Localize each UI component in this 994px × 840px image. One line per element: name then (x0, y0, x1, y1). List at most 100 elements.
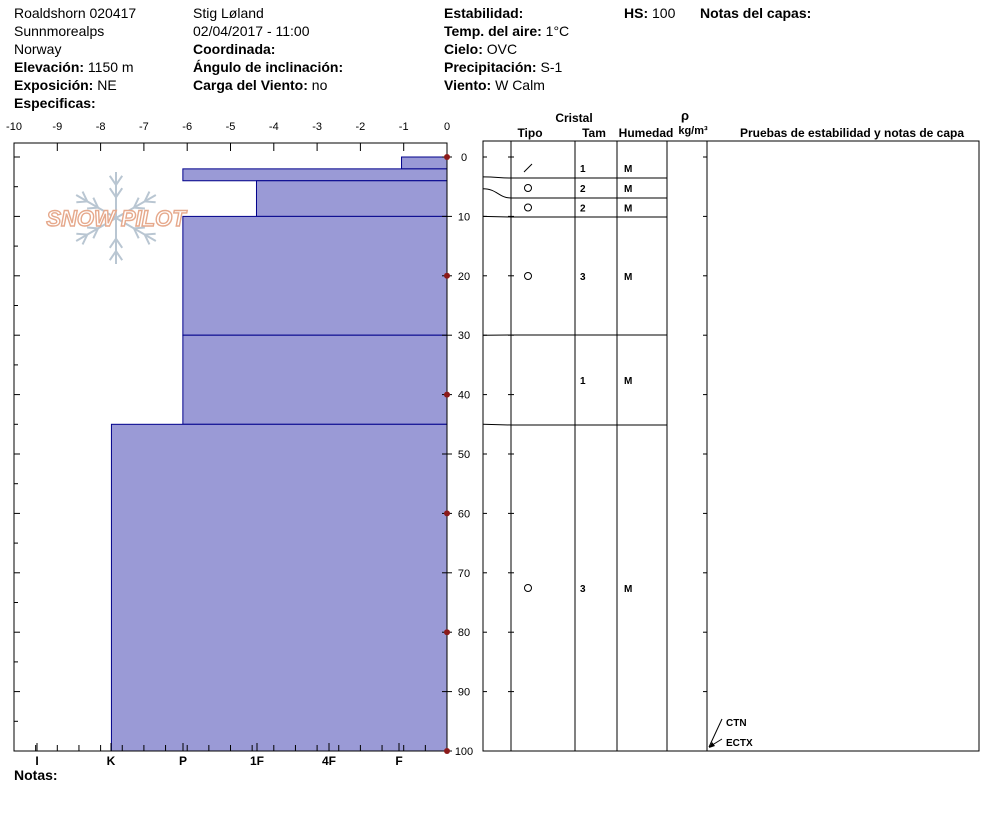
header-rho: ρ (681, 108, 689, 123)
layer-size: 2 (580, 204, 586, 215)
layer-moisture: M (624, 204, 632, 215)
site-name: Roaldshorn 020417 (14, 5, 137, 21)
depth-tick-label: 20 (458, 271, 470, 283)
wind-load-row: Carga del Viento: no (193, 76, 327, 94)
notes-label: Notas: (14, 767, 58, 783)
hardness-block-4 (182, 334, 448, 425)
temp-tick-label: -5 (226, 121, 236, 133)
layer-size: 1 (580, 376, 586, 387)
layer-connector (482, 176, 512, 179)
layer-size: 1 (580, 164, 586, 175)
wind-load-value: no (311, 77, 328, 93)
layer-size: 3 (580, 584, 586, 595)
hs-label: HS: (624, 5, 649, 21)
grain-round-icon (524, 203, 532, 212)
slope-label: Ángulo de inclinación: (193, 59, 344, 75)
hardness-block-1 (182, 168, 448, 182)
grain-round-icon (524, 184, 532, 192)
wind-value: W Calm (495, 77, 545, 93)
temp-tick-label: -1 (399, 121, 409, 133)
header-size: Tam (582, 126, 606, 140)
depth-tick-label: 40 (458, 390, 470, 402)
stability-row: Estabilidad: (444, 4, 523, 22)
depth-tick-label: 60 (458, 508, 470, 520)
air-temp-row: Temp. del aire: 1°C (444, 22, 569, 40)
datetime: 02/04/2017 - 11:00 (193, 23, 310, 39)
aspect-value: NE (97, 77, 117, 93)
temp-tick-label: -9 (52, 121, 62, 133)
stability-label: Estabilidad: (444, 5, 524, 21)
elevation-row: Elevación: 1150 m (14, 58, 134, 76)
temp-tick-label: -6 (182, 121, 192, 133)
header-moisture: Humedad (619, 126, 674, 140)
hardness-tick-label: P (179, 754, 187, 768)
test-arrow-icon (709, 742, 715, 748)
elevation-label: Elevación: (14, 59, 85, 75)
layer-size: 2 (580, 184, 586, 195)
hs-value: 100 (652, 5, 676, 21)
precip-label: Precipitación: (444, 59, 537, 75)
header-tests: Pruebas de estabilidad y notas de capa (740, 126, 964, 140)
coords-label: Coordinada: (193, 41, 276, 57)
layer-moisture: M (624, 376, 632, 387)
layer-moisture: M (624, 164, 632, 175)
header-density-unit: kg/m³ (678, 125, 708, 137)
layer-notes-label: Notas del capas: (700, 5, 812, 21)
mountain-range: Sunnmorealps (14, 23, 105, 39)
precip-value: S-1 (540, 59, 563, 75)
grain-slash-icon (523, 163, 533, 173)
hardness-block-5 (110, 423, 448, 752)
temp-tick-label: -2 (356, 121, 366, 133)
country: Norway (14, 41, 62, 57)
header-type: Tipo (517, 126, 542, 140)
depth-tick-label: 50 (458, 449, 470, 461)
logo-text: SNOW PILOT (46, 206, 187, 231)
grain-round-icon (524, 272, 532, 280)
air-temp-value: 1°C (545, 23, 570, 39)
hardness-block-0 (401, 156, 448, 170)
temp-tick-label: -10 (6, 121, 22, 133)
depth-tick-label: 0 (461, 152, 467, 164)
depth-tick-label: 100 (455, 746, 473, 758)
temp-tick-label: -4 (269, 121, 279, 133)
temperature-point (444, 272, 450, 279)
test-label: ECTX (726, 738, 753, 749)
header-crystal: Cristal (555, 111, 592, 125)
depth-tick-label: 70 (458, 568, 470, 580)
layer-table-frame (482, 140, 980, 752)
layer-connector (482, 423, 512, 426)
hardness-tick-label: K (107, 754, 116, 768)
depth-tick-label: 90 (458, 687, 470, 699)
temperature-point (444, 154, 450, 160)
notes-row: Notas: (14, 766, 58, 784)
aspect-label: Exposición: (14, 77, 94, 93)
precip-row: Precipitación: S-1 (444, 58, 562, 76)
layer-connector (482, 215, 512, 218)
layer-size: 3 (580, 272, 586, 283)
observer: Stig Løland (193, 5, 264, 21)
specifics-label: Especificas: (14, 95, 96, 111)
temperature-point (444, 510, 450, 517)
specifics-row: Especificas: (14, 94, 96, 112)
depth-tick-label: 10 (458, 211, 470, 223)
hardness-tick-label: 4F (322, 754, 336, 768)
snowpilot-logo: SNOW PILOT (46, 172, 188, 264)
depth-tick-label: 30 (458, 330, 470, 342)
hs-row: HS: 100 (624, 4, 675, 22)
temp-tick-label: -8 (96, 121, 106, 133)
wind-row: Viento: W Calm (444, 76, 545, 94)
coords-row: Coordinada: (193, 40, 275, 58)
hardness-tick-label: I (35, 754, 38, 768)
layer-moisture: M (624, 184, 632, 195)
hardness-tick-label: 1F (250, 754, 264, 768)
hardness-block-2 (255, 180, 448, 217)
temperature-point (444, 748, 450, 754)
sky-value: OVC (486, 41, 518, 57)
temperature-point (444, 629, 450, 636)
temp-tick-label: 0 (444, 121, 450, 133)
sky-label: Cielo: (444, 41, 483, 57)
snowflake-icon (75, 172, 157, 264)
wind-label: Viento: (444, 77, 492, 93)
grain-round-icon (524, 584, 532, 592)
